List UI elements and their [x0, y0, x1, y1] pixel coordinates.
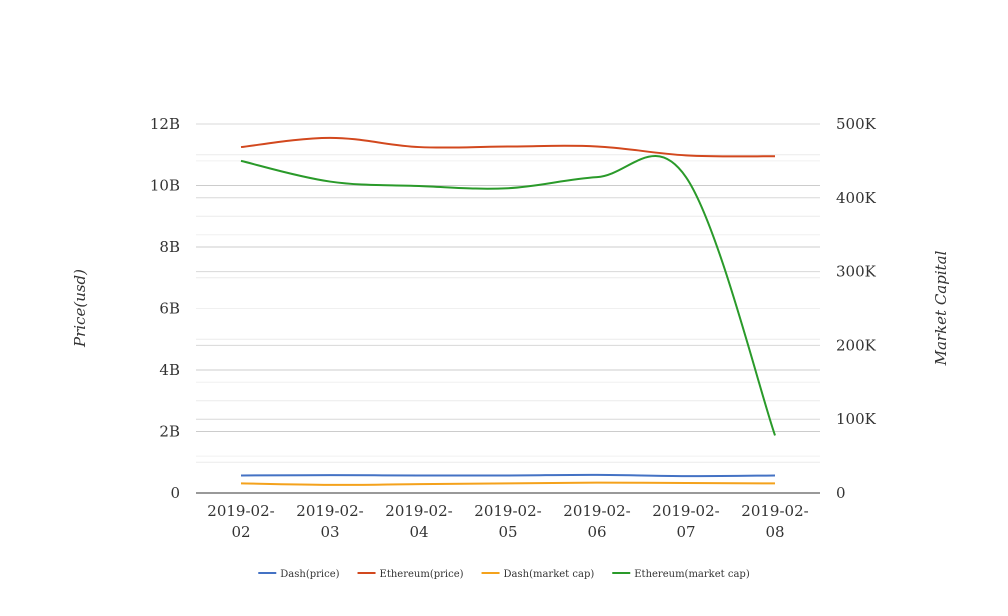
legend-label-ethereum-market-cap: Ethereum(market cap) — [634, 569, 750, 580]
right-tick-label: 100K — [836, 410, 877, 428]
x-tick-label: 2019-02-06 — [563, 502, 630, 541]
series-line-dash-market-cap — [240, 481, 776, 486]
series-line-dash-price — [240, 473, 776, 478]
x-tick-label: 2019-02-08 — [741, 502, 808, 541]
series-line-ethereum-price — [240, 136, 776, 158]
left-tick-label: 0 — [170, 484, 180, 502]
left-tick-label: 10B — [150, 177, 180, 195]
right-tick-label: 200K — [836, 336, 877, 354]
left-tick-label: 4B — [159, 361, 180, 379]
left-axis-ticks: 0 2B 4B 6B 8B 10B 12B — [150, 115, 180, 502]
left-tick-label: 6B — [159, 300, 180, 318]
right-tick-label: 400K — [836, 189, 877, 207]
series-lines — [240, 136, 776, 486]
series-line-ethereum-market-cap — [240, 155, 776, 436]
legend-label-dash-price: Dash(price) — [280, 569, 339, 580]
legend-label-dash-market-cap: Dash(market cap) — [504, 569, 595, 580]
legend-label-ethereum-price: Ethereum(price) — [380, 569, 464, 580]
legend: Dash(price) Ethereum(price) Dash(market ca… — [258, 569, 750, 580]
left-gridlines — [196, 123, 820, 463]
right-axis-ticks: 0 100K 200K 300K 400K 500K — [836, 115, 877, 502]
right-gridlines — [196, 123, 820, 457]
x-tick-label: 2019-02-03 — [296, 502, 363, 541]
x-tick-label: 2019-02-07 — [652, 502, 719, 541]
x-tick-label: 2019-02-05 — [474, 502, 541, 541]
left-tick-label: 8B — [159, 238, 180, 256]
left-axis-title: Price(usd) — [71, 269, 89, 348]
right-tick-label: 500K — [836, 115, 877, 133]
left-tick-label: 2B — [159, 423, 180, 441]
right-axis-title: Market Capital — [932, 250, 950, 366]
x-tick-label: 2019-02-02 — [207, 502, 274, 541]
right-tick-label: 300K — [836, 263, 877, 281]
x-tick-label: 2019-02-04 — [385, 502, 452, 541]
left-tick-label: 12B — [150, 115, 180, 133]
x-axis-ticks: 2019-02-02 2019-02-03 2019-02-04 2019-02-05… — [207, 502, 808, 541]
right-tick-label: 0 — [836, 484, 846, 502]
